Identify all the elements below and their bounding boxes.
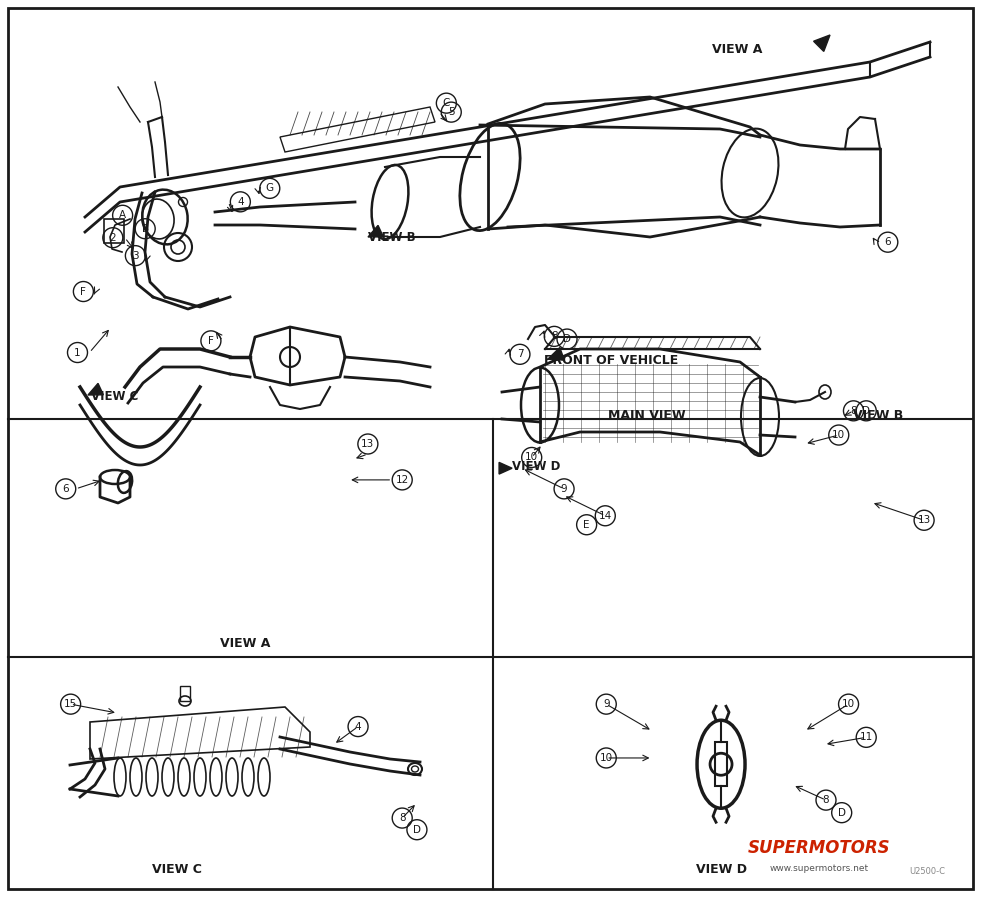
Text: 8: 8 (399, 813, 405, 823)
Text: VIEW C: VIEW C (91, 390, 138, 403)
Text: VIEW A: VIEW A (220, 637, 271, 649)
Text: F: F (80, 286, 86, 297)
Text: G: G (266, 183, 274, 194)
Text: 6: 6 (885, 237, 891, 248)
Text: 3: 3 (132, 250, 138, 261)
Bar (180, 686, 190, 701)
Text: VIEW C: VIEW C (152, 863, 201, 875)
Polygon shape (499, 462, 512, 475)
Text: VIEW B: VIEW B (853, 409, 904, 422)
Text: 5: 5 (448, 107, 454, 118)
Text: D: D (862, 405, 870, 416)
Text: D: D (563, 334, 571, 344)
Text: VIEW A: VIEW A (712, 43, 762, 56)
Text: D: D (838, 807, 846, 818)
Text: 9: 9 (561, 483, 567, 494)
Text: 10: 10 (832, 430, 846, 440)
Text: B: B (141, 223, 149, 234)
Text: D: D (413, 824, 421, 835)
Text: 13: 13 (361, 439, 375, 449)
Polygon shape (813, 35, 830, 51)
Text: 8: 8 (823, 795, 829, 806)
Polygon shape (88, 383, 103, 395)
Text: www.supermotors.net: www.supermotors.net (769, 864, 869, 873)
Text: 11: 11 (859, 732, 873, 743)
Text: 4: 4 (355, 721, 361, 732)
Text: FRONT OF VEHICLE: FRONT OF VEHICLE (544, 354, 679, 367)
Text: 9: 9 (603, 699, 609, 710)
Text: MAIN VIEW: MAIN VIEW (608, 409, 686, 422)
Text: 14: 14 (598, 510, 612, 521)
Bar (104, 219, 124, 243)
Text: VIEW D: VIEW D (512, 460, 560, 473)
Text: C: C (442, 98, 450, 109)
Text: 13: 13 (917, 515, 931, 526)
Text: 10: 10 (599, 753, 613, 763)
Text: 10: 10 (525, 452, 539, 463)
Text: 1: 1 (75, 347, 80, 358)
Text: 12: 12 (395, 475, 409, 485)
Bar (715, 742, 727, 787)
Text: 8: 8 (851, 405, 856, 416)
Text: E: E (584, 519, 590, 530)
Text: 10: 10 (842, 699, 855, 710)
Text: SUPERMOTORS: SUPERMOTORS (748, 839, 891, 857)
Text: F: F (208, 335, 214, 346)
Text: U2500-C: U2500-C (909, 867, 945, 876)
Text: 4: 4 (237, 196, 243, 207)
Text: 8: 8 (551, 331, 557, 342)
Text: A: A (119, 210, 127, 221)
Text: 15: 15 (64, 699, 77, 710)
Text: 2: 2 (110, 232, 116, 243)
Text: VIEW B: VIEW B (368, 231, 416, 244)
Polygon shape (548, 347, 564, 361)
Polygon shape (368, 225, 384, 237)
Text: 6: 6 (63, 483, 69, 494)
Text: 7: 7 (517, 349, 523, 360)
Text: VIEW D: VIEW D (696, 863, 747, 875)
